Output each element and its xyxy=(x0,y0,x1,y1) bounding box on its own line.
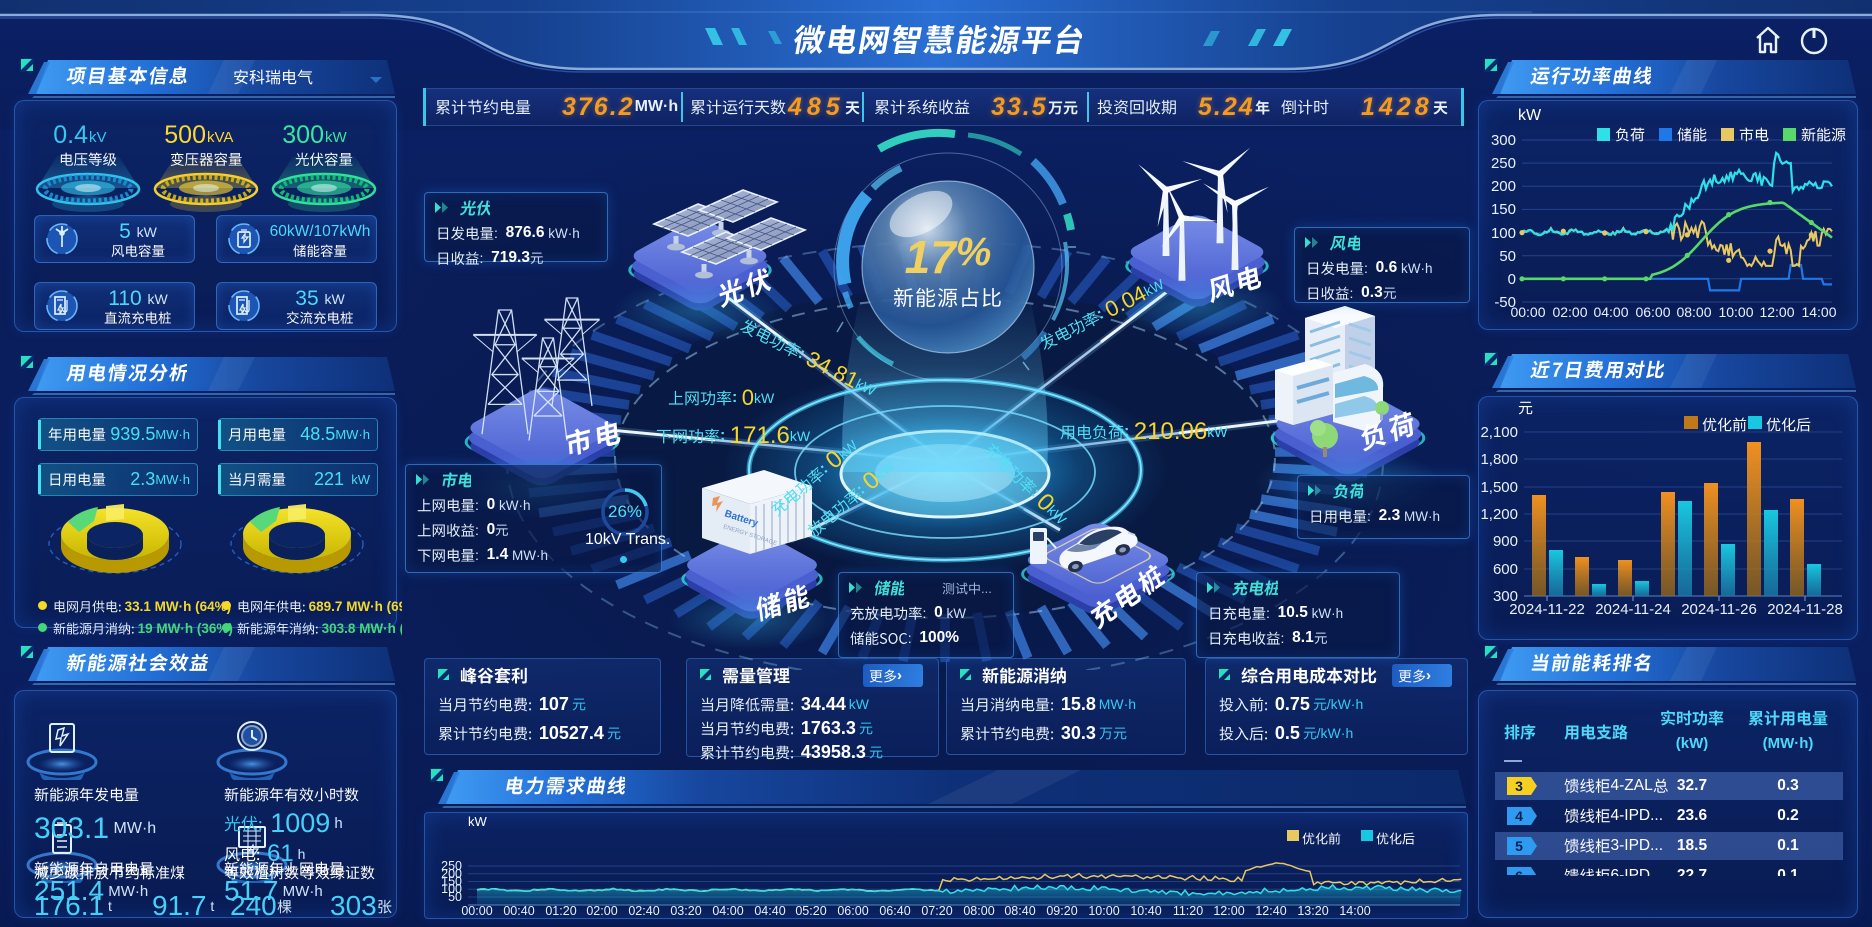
svg-text:4: 4 xyxy=(1515,808,1523,824)
svg-text:06:00: 06:00 xyxy=(837,904,868,918)
svg-text:10:40: 10:40 xyxy=(1130,904,1161,918)
svg-text:04:00: 04:00 xyxy=(712,904,743,918)
svg-text:1,800: 1,800 xyxy=(1480,451,1518,468)
svg-text:250: 250 xyxy=(1491,155,1516,172)
svg-text:50: 50 xyxy=(1499,248,1516,265)
svg-text:kW: kW xyxy=(468,814,488,829)
svg-text:12:00: 12:00 xyxy=(1759,304,1794,320)
svg-text:08:40: 08:40 xyxy=(1004,904,1035,918)
svg-text:06:40: 06:40 xyxy=(879,904,910,918)
svg-text:kW: kW xyxy=(1518,107,1542,124)
svg-text:100: 100 xyxy=(441,882,462,896)
svg-text:2024-11-26: 2024-11-26 xyxy=(1681,601,1757,618)
svg-text:100: 100 xyxy=(1491,225,1516,242)
svg-text:2024-11-22: 2024-11-22 xyxy=(1509,601,1585,618)
svg-text:12:40: 12:40 xyxy=(1255,904,1286,918)
svg-text:04:40: 04:40 xyxy=(754,904,785,918)
svg-text:00:00: 00:00 xyxy=(461,904,492,918)
svg-text:200: 200 xyxy=(441,867,462,881)
svg-text:2,100: 2,100 xyxy=(1480,424,1518,441)
svg-text:900: 900 xyxy=(1493,533,1518,550)
svg-text:09:20: 09:20 xyxy=(1046,904,1077,918)
svg-text:06:00: 06:00 xyxy=(1635,304,1670,320)
svg-text:50: 50 xyxy=(448,890,462,904)
svg-text:07:20: 07:20 xyxy=(921,904,952,918)
svg-text:13:20: 13:20 xyxy=(1297,904,1328,918)
svg-text:11:20: 11:20 xyxy=(1173,904,1203,918)
svg-text:12:00: 12:00 xyxy=(1213,904,1244,918)
svg-text:00:00: 00:00 xyxy=(1510,304,1545,320)
svg-text:200: 200 xyxy=(1491,178,1516,195)
svg-text:04:00: 04:00 xyxy=(1593,304,1628,320)
svg-text:5: 5 xyxy=(1515,838,1523,854)
svg-text:0: 0 xyxy=(1508,271,1516,288)
svg-text:10:00: 10:00 xyxy=(1718,304,1753,320)
svg-text:150: 150 xyxy=(1491,201,1516,218)
svg-text:300: 300 xyxy=(1493,588,1518,605)
svg-text:02:00: 02:00 xyxy=(586,904,617,918)
svg-text:14:00: 14:00 xyxy=(1339,904,1370,918)
svg-text:2024-11-24: 2024-11-24 xyxy=(1595,601,1671,618)
svg-text:14:00: 14:00 xyxy=(1801,304,1836,320)
svg-text:05:20: 05:20 xyxy=(795,904,826,918)
svg-text:03:20: 03:20 xyxy=(670,904,701,918)
svg-text:300: 300 xyxy=(1491,132,1516,149)
svg-text:08:00: 08:00 xyxy=(1676,304,1711,320)
svg-text:10:00: 10:00 xyxy=(1088,904,1119,918)
svg-text:08:00: 08:00 xyxy=(963,904,994,918)
svg-text:02:00: 02:00 xyxy=(1552,304,1587,320)
svg-text:1,500: 1,500 xyxy=(1480,479,1518,496)
svg-text:3: 3 xyxy=(1515,778,1523,794)
svg-text:250: 250 xyxy=(441,859,462,873)
svg-text:-50: -50 xyxy=(1494,294,1516,311)
svg-text:01:20: 01:20 xyxy=(545,904,576,918)
svg-text:600: 600 xyxy=(1493,561,1518,578)
svg-text:150: 150 xyxy=(441,875,462,889)
svg-text:02:40: 02:40 xyxy=(628,904,659,918)
svg-text:00:40: 00:40 xyxy=(503,904,534,918)
svg-text:1,200: 1,200 xyxy=(1480,506,1518,523)
svg-text:2024-11-28: 2024-11-28 xyxy=(1767,601,1843,618)
